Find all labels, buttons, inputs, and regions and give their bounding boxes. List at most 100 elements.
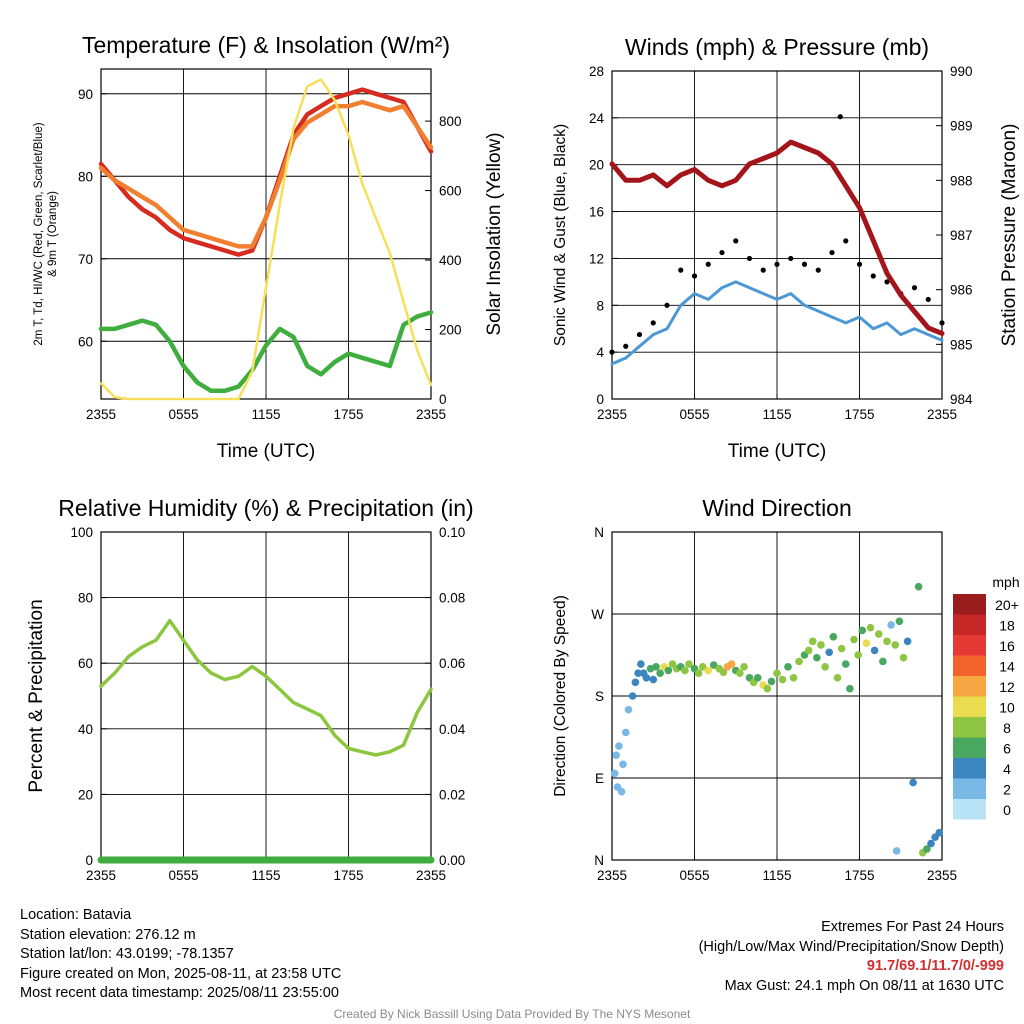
y-tick-label: 8	[596, 298, 604, 313]
direction-point	[621, 728, 630, 737]
series-solar-insolation	[99, 78, 433, 401]
y2-tick-label: 0.04	[439, 722, 466, 737]
series-relative-humidity	[99, 618, 433, 757]
y2-axis-label: Solar Insolation (Yellow)	[484, 132, 505, 335]
direction-point	[837, 644, 846, 653]
direction-point	[813, 653, 821, 662]
series-2m-td	[98, 310, 434, 394]
y-tick-label: 12	[589, 251, 604, 266]
x-tick-label: 2355	[416, 407, 446, 422]
x-tick-label: 0555	[679, 868, 709, 883]
direction-point	[740, 663, 748, 671]
max-gust-point	[837, 114, 843, 120]
direction-point	[892, 847, 901, 855]
direction-point	[862, 639, 871, 647]
legend-label: 12	[999, 679, 1015, 695]
direction-point	[923, 845, 931, 853]
legend-label: 20+	[995, 597, 1019, 613]
y2-tick-label: 0.02	[439, 787, 465, 802]
extremes-description: (High/Low/Max Wind/Precipitation/Snow De…	[698, 938, 1004, 955]
created-text: Figure created on Mon, 2025-08-11, at 23…	[20, 965, 342, 982]
y-tick-label: 20	[78, 787, 93, 802]
y-tick-label: 70	[78, 252, 93, 267]
direction-point	[634, 669, 642, 678]
x-tick-label: 2355	[927, 868, 957, 883]
x-tick-label: 2355	[86, 868, 116, 883]
direction-point	[789, 673, 798, 682]
panel-4: 2355 0555 1155 1755 2355 Wind Direction N E S W N D…	[552, 495, 957, 883]
gust-point	[746, 255, 753, 262]
legend-label: 16	[999, 638, 1015, 654]
direction-point	[656, 669, 664, 678]
gust-point	[636, 331, 643, 338]
x-tick-label: 0555	[168, 407, 198, 422]
y2-tick-label: 800	[439, 114, 462, 129]
direction-point	[727, 660, 736, 668]
y2-axis-label: Station Pressure (Maroon)	[999, 124, 1020, 347]
y2-tick-label: 986	[950, 283, 973, 298]
direction-point	[903, 637, 912, 646]
x-tick-label: 2355	[597, 407, 627, 422]
y2-tick-label: 984	[950, 392, 973, 407]
direction-point	[610, 769, 619, 778]
x-tick-label: 1155	[251, 407, 280, 422]
legend-label: 4	[1003, 761, 1011, 777]
y2-tick-label: 990	[950, 64, 973, 79]
direction-point	[628, 692, 637, 700]
y-axis-label: Sonic Wind & Gust (Blue, Black)	[552, 124, 569, 346]
legend-label: 8	[1003, 720, 1011, 736]
panel-1: 2355 0555 1155 1755 2355 Temperature (F) & In…	[33, 32, 505, 462]
y-tick-label: N	[594, 525, 604, 540]
direction-point	[619, 760, 627, 769]
legend-swatch	[953, 717, 986, 738]
plot-frame	[100, 68, 432, 400]
chart-title: Wind Direction	[702, 495, 852, 521]
gust-point	[678, 267, 684, 273]
x-tick-label: 1155	[762, 868, 791, 883]
x-tick-label: 2355	[927, 407, 957, 422]
y-tick-label: N	[594, 853, 604, 868]
direction-point	[685, 660, 693, 668]
direction-point	[709, 661, 718, 669]
legend-swatch	[953, 614, 986, 635]
y-tick-label: W	[591, 607, 604, 622]
x-axis-label: Time (UTC)	[217, 441, 316, 462]
gust-point	[829, 249, 835, 256]
direction-point	[763, 684, 772, 693]
y-tick-label: 60	[78, 656, 93, 671]
direction-point	[624, 705, 633, 714]
direction-point	[612, 751, 620, 760]
direction-point	[649, 675, 658, 684]
direction-point	[883, 637, 891, 646]
gust-point	[719, 249, 725, 256]
x-tick-label: 2355	[416, 868, 446, 883]
direction-point	[753, 673, 762, 682]
x-tick-label: 2355	[597, 868, 627, 883]
direction-point	[664, 666, 673, 675]
location-text: Location: Batavia	[20, 907, 132, 923]
direction-point	[846, 684, 854, 693]
x-tick-label: 0555	[168, 868, 198, 883]
recent-data-text: Most recent data timestamp: 2025/08/11 2…	[20, 985, 339, 1001]
chart-title: Temperature (F) & Insolation (W/m²)	[82, 32, 450, 58]
gust-point	[843, 238, 849, 244]
station-info: Location: Batavia Station elevation: 276…	[20, 906, 341, 1004]
credit-text: Created By Nick Bassill Using Data Provi…	[333, 1007, 691, 1021]
gust-point	[609, 349, 615, 355]
y2-tick-label: 988	[950, 173, 973, 188]
series-sonic-wind	[610, 280, 944, 366]
latlon-text: Station lat/lon: 43.0199; -78.1357	[20, 946, 234, 962]
direction-point	[887, 621, 895, 629]
legend-label: 6	[1003, 741, 1011, 757]
direction-point	[874, 630, 883, 638]
direction-point	[704, 666, 713, 675]
direction-point	[914, 582, 923, 591]
gust-point	[733, 238, 739, 244]
y-axis-label: Direction (Colored By Speed)	[552, 595, 569, 797]
legend-swatch	[953, 635, 986, 656]
x-tick-label: 1755	[844, 407, 874, 422]
x-tick-label: 1155	[762, 407, 791, 422]
legend-swatch	[953, 778, 986, 799]
direction-point	[833, 673, 842, 682]
